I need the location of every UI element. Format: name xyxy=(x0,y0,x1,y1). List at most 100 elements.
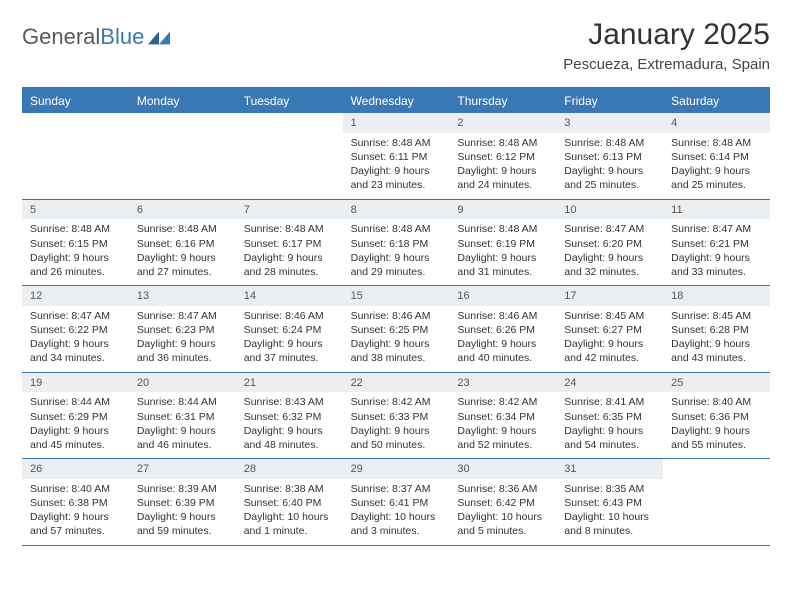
sunrise-text: Sunrise: 8:44 AM xyxy=(30,395,121,409)
day-cell-body: Sunrise: 8:45 AMSunset: 6:27 PMDaylight:… xyxy=(556,306,663,372)
date-number: 23 xyxy=(449,373,556,393)
sunrise-text: Sunrise: 8:47 AM xyxy=(564,222,655,236)
sunset-text: Sunset: 6:18 PM xyxy=(351,237,442,251)
daylight-line-2: and 25 minutes. xyxy=(671,178,762,192)
daylight-line-1: Daylight: 9 hours xyxy=(30,337,121,351)
day-header: Monday xyxy=(129,89,236,113)
daylight-line-2: and 36 minutes. xyxy=(137,351,228,365)
sunrise-text: Sunrise: 8:43 AM xyxy=(244,395,335,409)
daylight-line-1: Daylight: 9 hours xyxy=(351,424,442,438)
sunset-text: Sunset: 6:22 PM xyxy=(30,323,121,337)
day-cell: 4Sunrise: 8:48 AMSunset: 6:14 PMDaylight… xyxy=(663,113,770,199)
daylight-line-1: Daylight: 9 hours xyxy=(457,424,548,438)
daylight-line-2: and 38 minutes. xyxy=(351,351,442,365)
day-cell-body: Sunrise: 8:48 AMSunset: 6:12 PMDaylight:… xyxy=(449,133,556,199)
sunset-text: Sunset: 6:15 PM xyxy=(30,237,121,251)
day-cell: 13Sunrise: 8:47 AMSunset: 6:23 PMDayligh… xyxy=(129,286,236,372)
sunset-text: Sunset: 6:14 PM xyxy=(671,150,762,164)
daylight-line-2: and 27 minutes. xyxy=(137,265,228,279)
sunset-text: Sunset: 6:19 PM xyxy=(457,237,548,251)
sunset-text: Sunset: 6:38 PM xyxy=(30,496,121,510)
month-title: January 2025 xyxy=(563,18,770,52)
date-number: 10 xyxy=(556,200,663,220)
day-cell-body: Sunrise: 8:45 AMSunset: 6:28 PMDaylight:… xyxy=(663,306,770,372)
day-cell: 25Sunrise: 8:40 AMSunset: 6:36 PMDayligh… xyxy=(663,373,770,459)
daylight-line-1: Daylight: 10 hours xyxy=(564,510,655,524)
date-number: 21 xyxy=(236,373,343,393)
sunrise-text: Sunrise: 8:46 AM xyxy=(244,309,335,323)
sunrise-text: Sunrise: 8:45 AM xyxy=(564,309,655,323)
day-cell: 28Sunrise: 8:38 AMSunset: 6:40 PMDayligh… xyxy=(236,459,343,545)
daylight-line-1: Daylight: 9 hours xyxy=(351,337,442,351)
daylight-line-2: and 37 minutes. xyxy=(244,351,335,365)
sunrise-text: Sunrise: 8:48 AM xyxy=(30,222,121,236)
day-cell: 26Sunrise: 8:40 AMSunset: 6:38 PMDayligh… xyxy=(22,459,129,545)
sunset-text: Sunset: 6:12 PM xyxy=(457,150,548,164)
date-number: 12 xyxy=(22,286,129,306)
sunrise-text: Sunrise: 8:37 AM xyxy=(351,482,442,496)
daylight-line-1: Daylight: 9 hours xyxy=(137,337,228,351)
daylight-line-1: Daylight: 9 hours xyxy=(137,424,228,438)
date-number: 9 xyxy=(449,200,556,220)
day-cell-body: Sunrise: 8:47 AMSunset: 6:23 PMDaylight:… xyxy=(129,306,236,372)
day-cell: 17Sunrise: 8:45 AMSunset: 6:27 PMDayligh… xyxy=(556,286,663,372)
calendar: Sunday Monday Tuesday Wednesday Thursday… xyxy=(22,87,770,546)
sunset-text: Sunset: 6:34 PM xyxy=(457,410,548,424)
daylight-line-2: and 42 minutes. xyxy=(564,351,655,365)
sunset-text: Sunset: 6:41 PM xyxy=(351,496,442,510)
daylight-line-2: and 5 minutes. xyxy=(457,524,548,538)
day-cell-body: Sunrise: 8:42 AMSunset: 6:33 PMDaylight:… xyxy=(343,392,450,458)
empty-cell xyxy=(22,113,129,199)
day-cell: 1Sunrise: 8:48 AMSunset: 6:11 PMDaylight… xyxy=(343,113,450,199)
daylight-line-2: and 32 minutes. xyxy=(564,265,655,279)
day-cell-body: Sunrise: 8:36 AMSunset: 6:42 PMDaylight:… xyxy=(449,479,556,545)
day-cell: 15Sunrise: 8:46 AMSunset: 6:25 PMDayligh… xyxy=(343,286,450,372)
day-cell-body: Sunrise: 8:39 AMSunset: 6:39 PMDaylight:… xyxy=(129,479,236,545)
sunrise-text: Sunrise: 8:46 AM xyxy=(457,309,548,323)
sunset-text: Sunset: 6:20 PM xyxy=(564,237,655,251)
daylight-line-2: and 33 minutes. xyxy=(671,265,762,279)
day-header-row: Sunday Monday Tuesday Wednesday Thursday… xyxy=(22,89,770,113)
daylight-line-1: Daylight: 9 hours xyxy=(671,164,762,178)
sunset-text: Sunset: 6:27 PM xyxy=(564,323,655,337)
day-cell: 6Sunrise: 8:48 AMSunset: 6:16 PMDaylight… xyxy=(129,200,236,286)
daylight-line-2: and 31 minutes. xyxy=(457,265,548,279)
daylight-line-1: Daylight: 9 hours xyxy=(671,337,762,351)
date-number: 29 xyxy=(343,459,450,479)
daylight-line-1: Daylight: 9 hours xyxy=(244,251,335,265)
daylight-line-2: and 24 minutes. xyxy=(457,178,548,192)
daylight-line-2: and 29 minutes. xyxy=(351,265,442,279)
logo-text-2: Blue xyxy=(100,24,144,49)
date-number: 24 xyxy=(556,373,663,393)
logo: GeneralBlue xyxy=(22,18,170,50)
day-cell: 10Sunrise: 8:47 AMSunset: 6:20 PMDayligh… xyxy=(556,200,663,286)
location-text: Pescueza, Extremadura, Spain xyxy=(563,56,770,73)
sunset-text: Sunset: 6:33 PM xyxy=(351,410,442,424)
daylight-line-2: and 55 minutes. xyxy=(671,438,762,452)
day-header: Wednesday xyxy=(343,89,450,113)
date-number: 16 xyxy=(449,286,556,306)
date-number: 13 xyxy=(129,286,236,306)
day-cell: 8Sunrise: 8:48 AMSunset: 6:18 PMDaylight… xyxy=(343,200,450,286)
day-cell: 22Sunrise: 8:42 AMSunset: 6:33 PMDayligh… xyxy=(343,373,450,459)
daylight-line-2: and 45 minutes. xyxy=(30,438,121,452)
daylight-line-2: and 54 minutes. xyxy=(564,438,655,452)
sunrise-text: Sunrise: 8:47 AM xyxy=(671,222,762,236)
daylight-line-1: Daylight: 10 hours xyxy=(457,510,548,524)
date-number: 6 xyxy=(129,200,236,220)
day-cell-body: Sunrise: 8:37 AMSunset: 6:41 PMDaylight:… xyxy=(343,479,450,545)
week-row: 1Sunrise: 8:48 AMSunset: 6:11 PMDaylight… xyxy=(22,113,770,200)
sunset-text: Sunset: 6:11 PM xyxy=(351,150,442,164)
daylight-line-1: Daylight: 9 hours xyxy=(564,337,655,351)
day-cell-body: Sunrise: 8:44 AMSunset: 6:29 PMDaylight:… xyxy=(22,392,129,458)
day-cell-body: Sunrise: 8:47 AMSunset: 6:22 PMDaylight:… xyxy=(22,306,129,372)
daylight-line-1: Daylight: 10 hours xyxy=(244,510,335,524)
sunrise-text: Sunrise: 8:40 AM xyxy=(671,395,762,409)
date-number: 7 xyxy=(236,200,343,220)
daylight-line-2: and 59 minutes. xyxy=(137,524,228,538)
sunrise-text: Sunrise: 8:45 AM xyxy=(671,309,762,323)
day-cell-body: Sunrise: 8:46 AMSunset: 6:24 PMDaylight:… xyxy=(236,306,343,372)
day-header: Sunday xyxy=(22,89,129,113)
day-cell: 11Sunrise: 8:47 AMSunset: 6:21 PMDayligh… xyxy=(663,200,770,286)
sunset-text: Sunset: 6:32 PM xyxy=(244,410,335,424)
